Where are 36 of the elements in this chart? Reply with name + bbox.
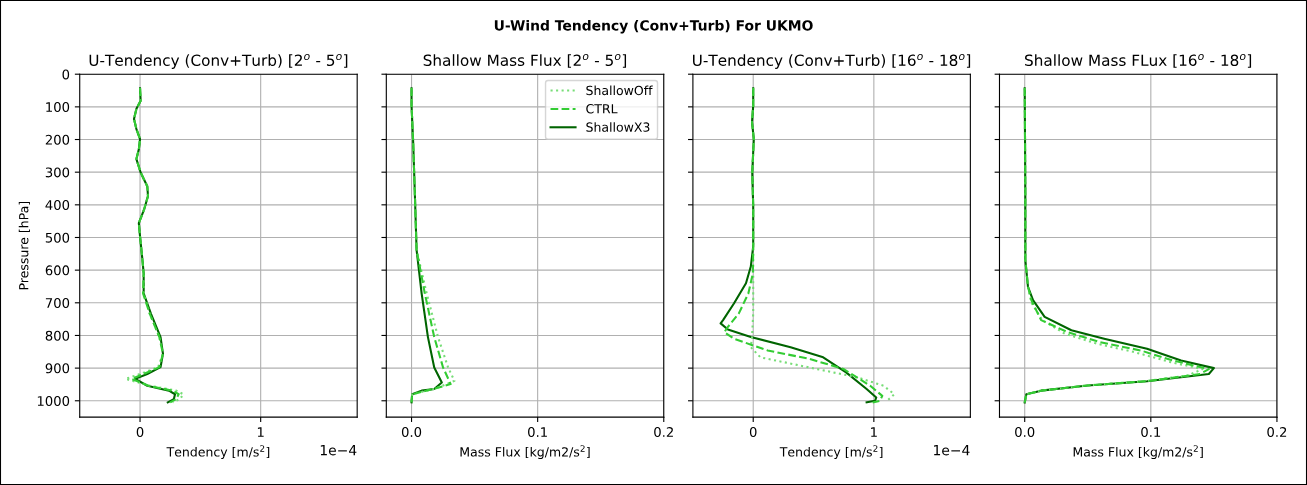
- y-axis-title: Pressure [hPa]: [18, 201, 30, 290]
- x-tick-label: 0.1: [1141, 427, 1161, 438]
- y-tick-label: 300: [45, 167, 70, 178]
- y-tick-label: 200: [45, 134, 70, 145]
- x-tick-label: 0.0: [1015, 427, 1035, 438]
- x-tick-label: 0.2: [1267, 427, 1287, 438]
- text: U-Wind Tendency (Conv+Turb) For UKMO: [494, 19, 813, 34]
- y-tick-label: 600: [45, 265, 70, 276]
- y-tick-label: 400: [45, 200, 70, 211]
- text: 1e−4: [320, 445, 357, 456]
- y-tick-label: 800: [45, 330, 70, 341]
- x-tick-label: 0: [749, 427, 757, 438]
- x-tick-label: 1: [257, 427, 264, 437]
- text: 1e−4: [934, 445, 970, 456]
- legend-label: ShallowX3: [586, 122, 650, 132]
- chart-title: Shallow Mass FLux [16$^{o}$ - 18$^{o}$]: [1025, 53, 1252, 68]
- legend-label: CTRL: [586, 104, 618, 114]
- y-tick-label: 100: [46, 102, 70, 113]
- x-axis-title: Mass Flux [kg/m2/s$^{2}$]: [1073, 445, 1203, 460]
- x-axis-title: Tendency [m/s$^{2}$]: [166, 445, 270, 460]
- legend-label: ShallowOff: [586, 85, 653, 96]
- y-tick-label: 500: [45, 232, 70, 243]
- x-tick-label: 0.2: [654, 427, 673, 438]
- x-axis-title: Tendency [m/s$^{2}$]: [779, 445, 883, 460]
- y-tick-label: 900: [45, 363, 70, 374]
- chart-title: U-Tendency (Conv+Turb) [16$^{o}$ - 18$^{o}$]: [693, 53, 971, 69]
- x-tick-label: 0.1: [528, 427, 547, 438]
- y-tick-label: 0: [62, 69, 70, 80]
- x-tick-label: 0: [136, 427, 144, 438]
- x-tick-label: 0.0: [401, 427, 422, 438]
- chart-title: U-Tendency (Conv+Turb) [2$^{o}$ - 5$^{o}$]: [89, 53, 348, 69]
- y-tick-label: 1000: [37, 395, 70, 406]
- chart-title: Shallow Mass Flux [2$^{o}$ - 5$^{o}$]: [423, 53, 627, 68]
- x-axis-title: Mass Flux [kg/m2/s$^{2}$]: [460, 445, 590, 460]
- y-tick-label: 700: [45, 298, 70, 308]
- x-tick-label: 1: [871, 427, 877, 437]
